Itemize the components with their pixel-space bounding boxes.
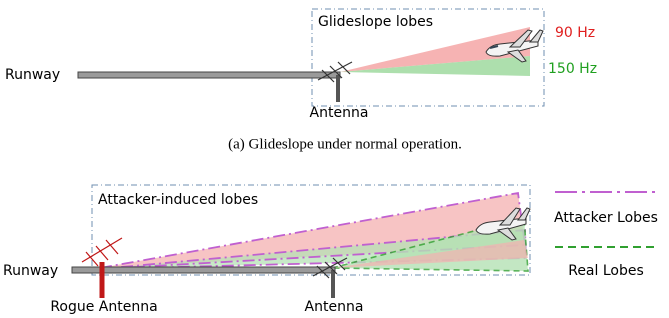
label-150hz: 150 Hz: [548, 61, 597, 77]
box-label: Attacker-induced lobes: [98, 192, 258, 208]
label-90hz: 90 Hz: [555, 25, 595, 41]
top-panel: Glideslope lobes 90 Hz 150 Hz Runway Ant…: [5, 9, 597, 152]
legend-real-label: Real Lobes: [568, 263, 644, 279]
runway: [72, 267, 335, 273]
runway-label: Runway: [3, 263, 58, 279]
caption: (a) Glideslope under normal operation.: [228, 136, 462, 152]
diagram: Glideslope lobes 90 Hz 150 Hz Runway Ant…: [0, 0, 669, 318]
rogue-antenna-label: Rogue Antenna: [50, 299, 157, 315]
runway: [78, 72, 340, 78]
runway-label: Runway: [5, 67, 60, 83]
rogue-antenna-array: [82, 238, 122, 266]
bottom-panel: Attacker Lobes Real Lobes Attacker-induc…: [3, 185, 658, 315]
antenna-label: Antenna: [310, 105, 369, 121]
antenna-label: Antenna: [305, 299, 364, 315]
box-label: Glideslope lobes: [318, 14, 433, 30]
legend-attacker-label: Attacker Lobes: [554, 210, 658, 226]
